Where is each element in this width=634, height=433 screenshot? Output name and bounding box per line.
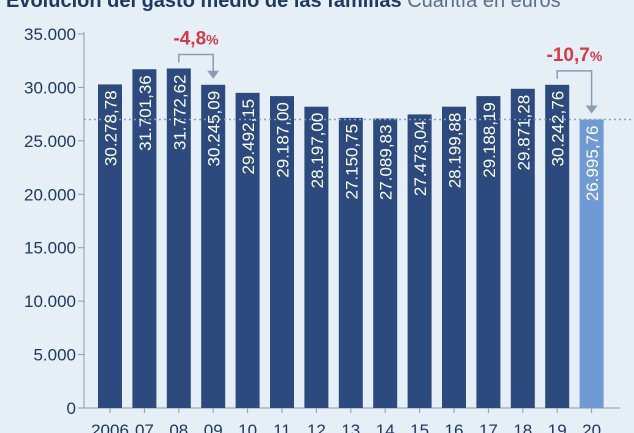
bar: [579, 119, 604, 409]
bar: [304, 106, 329, 408]
x-tick-label: 07: [135, 421, 154, 433]
x-tick-label: 14: [376, 421, 395, 433]
x-tick-label: 10: [238, 421, 257, 433]
bar: [407, 114, 432, 409]
annotation-label: -10,7%: [547, 45, 603, 66]
bar: [442, 106, 466, 409]
x-tick-label: 18: [513, 421, 532, 433]
value-label: 28.199,88: [446, 113, 465, 189]
y-tick-label: 0: [67, 399, 76, 418]
value-label: 28.197,00: [308, 113, 327, 189]
x-tick-label: 19: [548, 421, 567, 433]
value-label: 29.188,19: [480, 102, 499, 178]
bar: [132, 69, 157, 408]
bar: [373, 118, 398, 408]
value-label: 30.245,09: [205, 91, 224, 167]
y-tick-label: 20.000: [24, 185, 76, 204]
bar: [98, 84, 122, 408]
x-tick-label: 16: [445, 421, 464, 433]
value-label: 30.278,78: [102, 90, 121, 166]
x-tick-label: 08: [169, 421, 188, 433]
chart-title-text: Evolución del gasto medio de las familia…: [6, 0, 402, 12]
annotation-label: -4,8%: [173, 28, 219, 49]
value-label: 31.772,62: [170, 74, 189, 150]
bar: [338, 117, 363, 408]
bar: [166, 68, 191, 408]
x-tick-label: 15: [410, 421, 429, 433]
value-label: 29.871,28: [514, 95, 533, 171]
y-tick-label: 10.000: [24, 292, 76, 311]
value-label: 27.089,83: [377, 125, 396, 201]
x-tick-label: 09: [204, 421, 223, 433]
y-tick-label: 25.000: [24, 132, 76, 151]
chart-title: Evolución del gasto medio de las familia…: [6, 0, 561, 11]
value-label: 30.242,76: [549, 91, 568, 167]
annotation-arrowhead: [585, 105, 598, 114]
y-tick-label: 30.000: [24, 78, 76, 97]
bar: [510, 88, 535, 408]
value-label: 31.701,36: [136, 75, 155, 151]
x-tick-label: 2006: [91, 421, 129, 433]
value-label: 27.150,75: [342, 124, 361, 200]
x-tick-label: 13: [341, 421, 360, 433]
value-label: 29.492,15: [239, 99, 258, 175]
bar: [201, 84, 226, 409]
x-tick-label: 17: [479, 421, 498, 433]
x-tick-label: 11: [273, 421, 291, 433]
bar: [235, 92, 260, 408]
annotation-bracket: [178, 53, 214, 73]
value-label: 29.187,00: [274, 102, 293, 178]
annotation-bracket: [556, 70, 593, 108]
bar: [476, 96, 501, 409]
x-tick-label: 12: [307, 421, 326, 433]
y-tick-label: 15.000: [24, 239, 76, 258]
y-tick-label: 5.000: [33, 346, 76, 365]
annotation-arrowhead: [207, 70, 220, 79]
y-tick-label: 35.000: [24, 25, 76, 44]
bar: [270, 96, 294, 408]
chart-subtitle: Cuantía en euros: [407, 0, 561, 12]
value-label: 26.995,76: [583, 126, 602, 202]
value-label: 27.473,04: [411, 120, 430, 196]
x-tick-label: 20: [582, 421, 601, 433]
bar: [545, 84, 570, 409]
